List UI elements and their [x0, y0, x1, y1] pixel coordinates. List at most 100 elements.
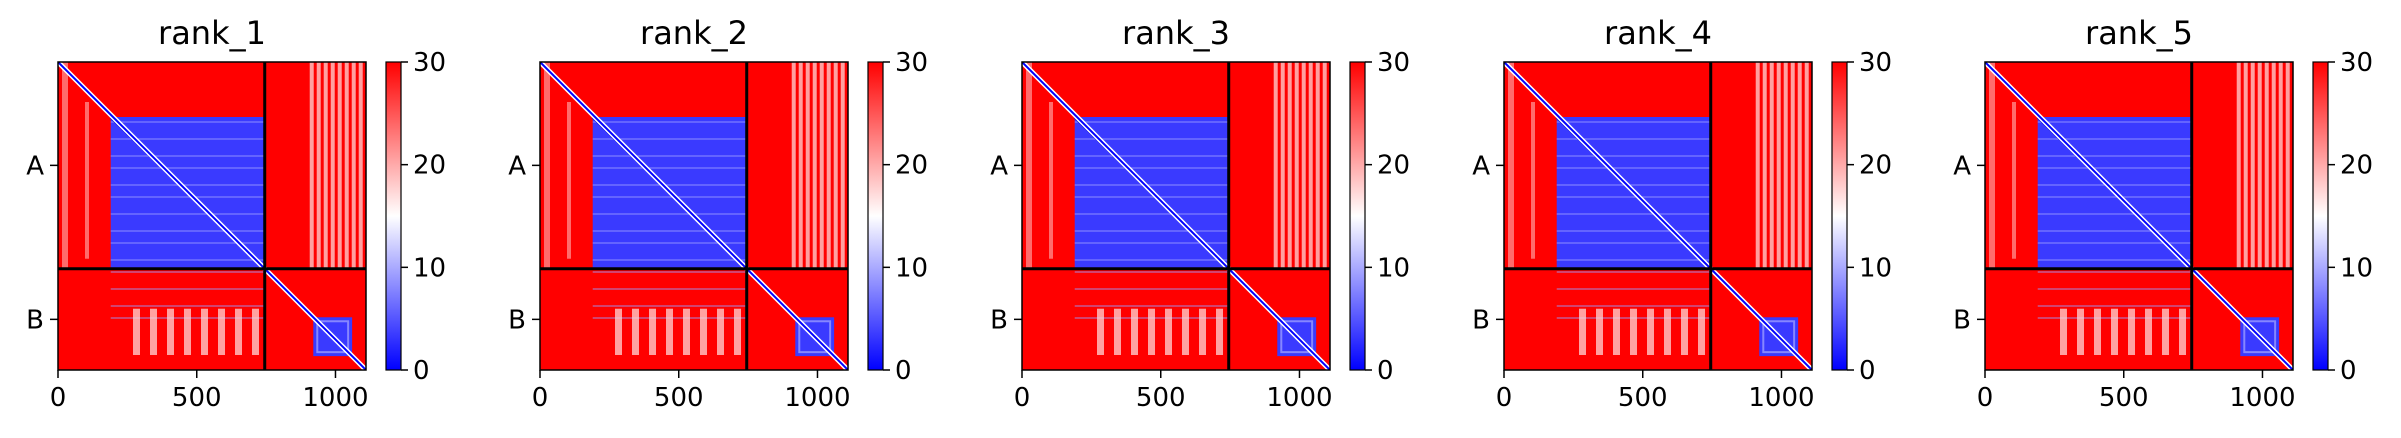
- off-diagonal-strip: [819, 62, 824, 269]
- off-diagonal-strip: [1762, 62, 1767, 269]
- off-diagonal-strip: [344, 62, 349, 269]
- off-diagonal-strip: [1165, 308, 1172, 355]
- panel-title: rank_1: [158, 14, 266, 52]
- heatmap-panel-3: rank_3 0 500 1000 A B 0 10 20 30: [990, 14, 1410, 413]
- x-tick-label: 1000: [1266, 383, 1332, 413]
- off-diagonal-strip: [2128, 308, 2135, 355]
- off-diagonal-strip: [812, 62, 817, 269]
- off-diagonal-strip: [1216, 308, 1223, 355]
- off-diagonal-strip: [1531, 102, 1535, 259]
- off-diagonal-strip: [1647, 308, 1654, 355]
- colorbar: 0 10 20 30: [1831, 48, 1892, 386]
- domain-texture: [316, 320, 350, 354]
- off-diagonal-strip: [1131, 308, 1138, 355]
- off-diagonal-strip: [2179, 308, 2186, 355]
- chain-label: B: [1472, 305, 1490, 335]
- colorbar-tick-label: 30: [895, 48, 928, 78]
- colorbar: 0 10 20 30: [867, 48, 928, 386]
- off-diagonal-strip: [1322, 62, 1327, 269]
- colorbar-tick-label: 20: [1859, 151, 1892, 181]
- colorbar-tick-label: 20: [1377, 151, 1410, 181]
- off-diagonal-strip: [826, 62, 831, 269]
- off-diagonal-strip: [1783, 62, 1788, 269]
- colorbar-tick-label: 0: [1859, 356, 1876, 386]
- off-diagonal-strip: [2250, 62, 2255, 269]
- off-diagonal-strip: [1596, 308, 1603, 355]
- off-diagonal-strip: [133, 308, 140, 355]
- colorbar: 0 10 20 30: [385, 48, 446, 386]
- off-diagonal-strip: [1681, 308, 1688, 355]
- colorbar-tick-label: 0: [895, 356, 912, 386]
- off-diagonal-strip: [2012, 102, 2016, 259]
- colorbar-tick-label: 30: [413, 48, 446, 78]
- panel-title: rank_3: [1122, 14, 1230, 52]
- off-diagonal-strip: [235, 308, 242, 355]
- chain-label: A: [26, 151, 44, 181]
- off-diagonal-strip: [567, 102, 571, 259]
- x-tick-label: 0: [1496, 383, 1513, 413]
- heatmap-diagonal: [540, 62, 848, 370]
- off-diagonal-strip: [632, 308, 639, 355]
- off-diagonal-strip: [840, 62, 845, 269]
- off-diagonal-strip: [1049, 102, 1053, 259]
- off-diagonal-strip: [1273, 62, 1278, 269]
- off-diagonal-strip: [2111, 308, 2118, 355]
- off-diagonal-strip: [544, 62, 550, 269]
- heatmap-image: [540, 62, 848, 370]
- chain-label: B: [508, 305, 526, 335]
- off-diagonal-strip: [1664, 308, 1671, 355]
- off-diagonal-strip: [717, 308, 724, 355]
- colorbar-tick-label: 30: [1859, 48, 1892, 78]
- colorbar-gradient: [385, 61, 402, 371]
- off-diagonal-strip: [2257, 62, 2262, 269]
- colorbar-tick-label: 0: [1377, 356, 1394, 386]
- colorbar-tick-label: 10: [1859, 253, 1892, 283]
- off-diagonal-strip: [615, 308, 622, 355]
- chain-label: B: [26, 305, 44, 335]
- off-diagonal-strip: [1199, 308, 1206, 355]
- off-diagonal-strip: [1182, 308, 1189, 355]
- heatmap-panel-5: rank_5 0 500 1000 A B 0 10 20 30: [1953, 14, 2373, 413]
- off-diagonal-strip: [2278, 62, 2283, 269]
- chain-label: A: [508, 151, 526, 181]
- colorbar-tick-label: 30: [1377, 48, 1410, 78]
- domain-texture: [798, 320, 832, 354]
- x-tick-label: 1000: [1748, 383, 1814, 413]
- colorbar-gradient: [1831, 61, 1848, 371]
- off-diagonal-strip: [649, 308, 656, 355]
- off-diagonal-strip: [62, 62, 68, 269]
- heatmap-diagonal: [1985, 62, 2293, 370]
- off-diagonal-strip: [2236, 62, 2241, 269]
- off-diagonal-strip: [1755, 62, 1760, 269]
- off-diagonal-strip: [330, 62, 335, 269]
- axes-frame: [1984, 61, 2294, 371]
- off-diagonal-strip: [1026, 62, 1032, 269]
- off-diagonal-strip: [1148, 308, 1155, 355]
- colorbar-tick-label: 20: [2340, 151, 2373, 181]
- colorbar-tick-label: 10: [413, 253, 446, 283]
- chain-label: B: [1953, 305, 1971, 335]
- colorbar-tick-label: 20: [895, 151, 928, 181]
- chain-label: A: [990, 151, 1008, 181]
- off-diagonal-strip: [1613, 308, 1620, 355]
- off-diagonal-strip: [85, 102, 89, 259]
- off-diagonal-strip: [2243, 62, 2248, 269]
- colorbar: 0 10 20 30: [2312, 48, 2373, 386]
- axes-frame: [1021, 61, 1331, 371]
- heatmap-image: [1022, 62, 1330, 370]
- off-diagonal-strip: [1287, 62, 1292, 269]
- off-diagonal-strip: [323, 62, 328, 269]
- heatmap-diagonal: [58, 62, 366, 370]
- off-diagonal-strip: [1294, 62, 1299, 269]
- domain-texture: [1762, 320, 1796, 354]
- colorbar-gradient: [2312, 61, 2329, 371]
- heatmap-image: [58, 62, 366, 370]
- x-tick-label: 500: [1136, 383, 1186, 413]
- off-diagonal-strip: [1797, 62, 1802, 269]
- x-tick-label: 0: [1977, 383, 1994, 413]
- colorbar-tick-label: 0: [413, 356, 430, 386]
- off-diagonal-strip: [1989, 62, 1995, 269]
- off-diagonal-strip: [309, 62, 314, 269]
- off-diagonal-strip: [2060, 308, 2067, 355]
- x-tick-label: 500: [172, 383, 222, 413]
